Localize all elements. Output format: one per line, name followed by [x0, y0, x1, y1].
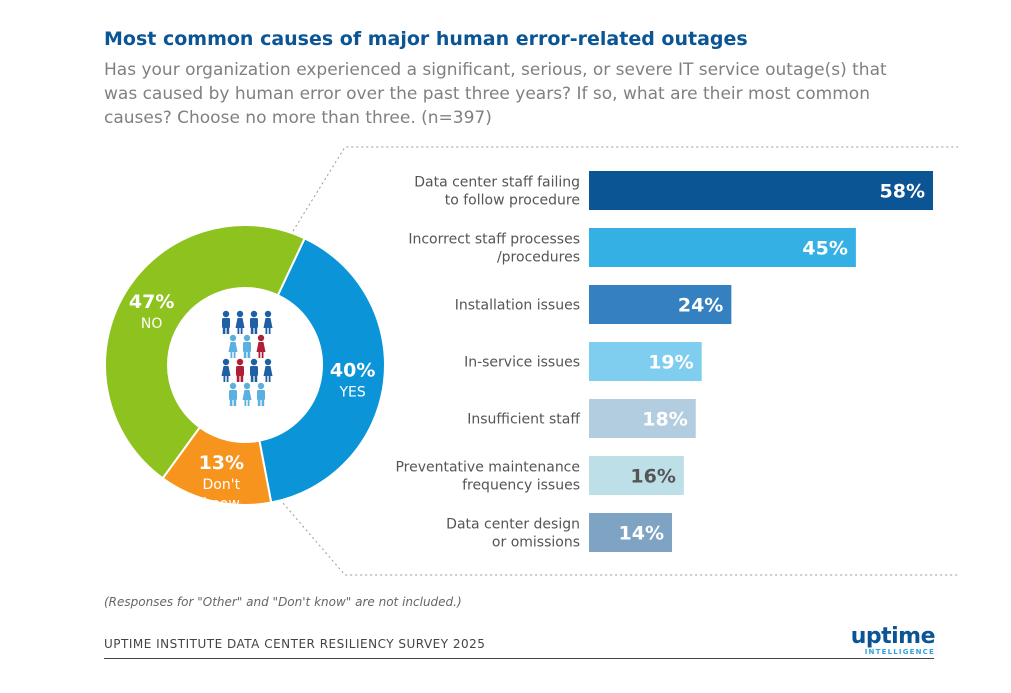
person-icon	[256, 334, 266, 358]
people-icon-group	[221, 310, 273, 406]
bar-category-label: Data center design	[446, 517, 580, 533]
bar	[589, 228, 856, 267]
pie-slice-no	[104, 224, 306, 480]
bar-category-label: In-service issues	[464, 355, 580, 371]
bar-category-label: Insufficient staff	[467, 412, 580, 428]
person-icon	[222, 310, 230, 334]
bar-category-label: /procedures	[497, 250, 580, 266]
person-icon	[236, 358, 244, 382]
bar	[589, 171, 933, 210]
bar-value-label: 18%	[642, 409, 687, 431]
pie-value-label: 47%	[129, 291, 174, 313]
bar	[589, 456, 684, 495]
pie-value-label: 13%	[199, 452, 244, 474]
person-icon	[229, 382, 237, 406]
source-note: UPTIME INSTITUTE DATA CENTER RESILIENCY …	[104, 637, 486, 651]
pie-value-label: 40%	[330, 360, 375, 382]
bar-category-label: frequency issues	[462, 478, 580, 494]
person-icon	[243, 334, 251, 358]
person-icon	[221, 358, 231, 382]
bar-category-label: to follow procedure	[445, 193, 580, 209]
connector-lines	[269, 146, 958, 576]
bar	[589, 399, 696, 438]
person-icon	[235, 310, 245, 334]
pie-category-label: Don't	[203, 477, 241, 493]
person-icon	[250, 310, 258, 334]
uptime-logo: uptime INTELLIGENCE	[835, 624, 936, 657]
chart-subtitle: Has your organization experienced a sign…	[104, 60, 887, 128]
bar-value-label: 45%	[802, 238, 847, 260]
chart-title: Most common causes of major human error-…	[104, 28, 748, 50]
person-icon	[250, 358, 258, 382]
bar-value-label: 19%	[648, 352, 693, 374]
footnote: (Responses for "Other" and "Don't know" …	[104, 595, 462, 609]
bar-category-label: Data center staff failing	[414, 175, 580, 191]
donut-chart: 40% YES 13% Don't know 47% NO	[104, 224, 386, 512]
pie-category-label: know	[203, 496, 240, 512]
bar-value-label: 14%	[619, 523, 664, 545]
footer-rule	[104, 658, 934, 659]
bar	[589, 513, 673, 552]
person-icon	[228, 334, 238, 358]
pie-slice-yes	[258, 237, 386, 504]
pie-category-label: NO	[141, 316, 163, 332]
bar-value-label: 58%	[880, 181, 925, 203]
logo-subtitle: INTELLIGENCE	[864, 648, 935, 656]
bar	[589, 342, 702, 381]
bar-category-label: Incorrect staff processes	[408, 232, 580, 248]
person-icon	[263, 358, 273, 382]
bar-chart: 58% Data center staff failing to follow pr…	[395, 171, 933, 552]
chart-area: 40% YES 13% Don't know 47% NO 58% Data center s…	[104, 146, 958, 576]
bar-value-label: 16%	[630, 466, 675, 488]
bar-category-label: Preventative maintenance	[395, 460, 580, 476]
bar	[589, 285, 732, 324]
logo-wordmark: uptime	[850, 624, 936, 649]
bar-value-label: 24%	[678, 295, 723, 317]
person-icon	[242, 382, 252, 406]
person-icon	[257, 382, 265, 406]
person-icon	[263, 310, 273, 334]
bar-category-label: or omissions	[492, 535, 580, 551]
bar-category-label: Installation issues	[455, 298, 580, 314]
pie-category-label: YES	[338, 385, 365, 401]
connector-top	[271, 146, 958, 266]
